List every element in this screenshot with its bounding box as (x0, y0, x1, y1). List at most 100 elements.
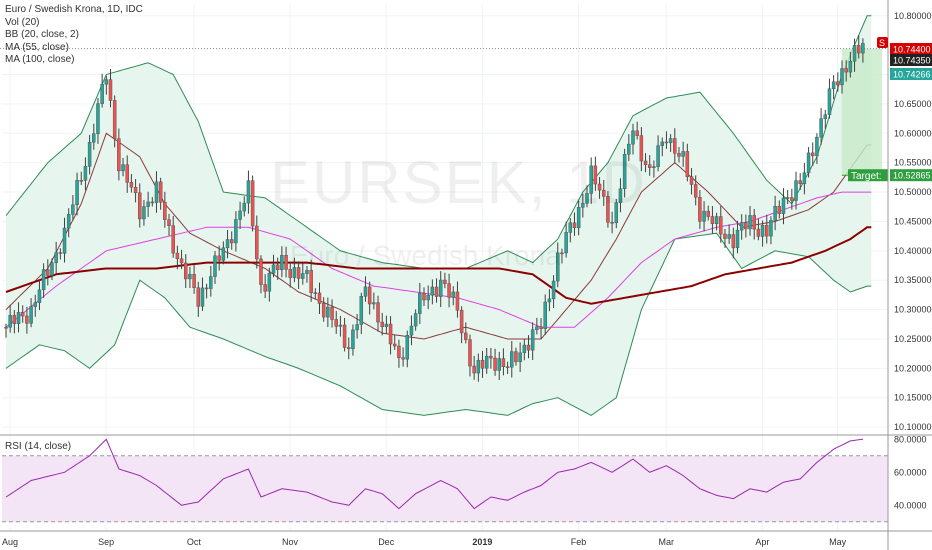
candle-body-23 (100, 83, 104, 104)
candle-body-182 (765, 225, 769, 237)
indicator-ma55[interactable]: MA (55, close) (5, 41, 69, 53)
candle-body-80 (338, 324, 343, 327)
x-tick-label-4: Dec (378, 537, 395, 547)
candle-body-153 (643, 160, 648, 166)
x-tick-label-2: Oct (187, 537, 202, 547)
candle-body-51 (217, 255, 221, 261)
indicator-vol[interactable]: Vol (20) (5, 16, 40, 28)
candle-body-1 (8, 315, 12, 328)
price-label-2: 10.74266 (893, 70, 931, 80)
candle-body-174 (731, 234, 736, 249)
candle-body-0 (4, 326, 8, 329)
candle-body-88 (372, 302, 376, 305)
candle-body-158 (664, 141, 669, 144)
candle-body-124 (522, 344, 527, 354)
candle-body-145 (610, 221, 614, 224)
candle-body-185 (777, 206, 782, 214)
y-tick-label-11: 10.20000 (894, 363, 932, 373)
candle-body-46 (196, 287, 201, 307)
candle-body-84 (355, 324, 359, 331)
candle-body-78 (330, 306, 334, 320)
candle-body-141 (593, 165, 598, 185)
chart-legend: Euro / Swedish Krona, 1D, IDC Vol (20) B… (5, 4, 143, 67)
y-tick-label-5: 10.50000 (894, 187, 932, 197)
candle-body-180 (756, 228, 761, 237)
candle-body-120 (505, 366, 510, 368)
rsi-label[interactable]: RSI (14, close) (5, 441, 72, 452)
candle-body-45 (192, 274, 196, 288)
indicator-bb[interactable]: BB (20, close, 2) (5, 29, 79, 40)
candle-body-199 (836, 81, 840, 86)
indicator-ma100[interactable]: MA (100, close) (5, 54, 75, 65)
candle-body-196 (823, 114, 828, 119)
candle-body-146 (614, 202, 619, 224)
bollinger-basis-line (5, 132, 872, 340)
candle-body-203 (852, 45, 857, 62)
rsi-band (2, 455, 888, 522)
candle-body-139 (585, 193, 589, 204)
candle-body-201 (844, 68, 848, 73)
candle-body-187 (785, 197, 790, 199)
signal-marker: S (879, 38, 885, 48)
signal-marker-box (877, 37, 888, 48)
price-label-box-1 (890, 54, 932, 66)
candle-body-38 (163, 201, 167, 220)
candle-body-34 (146, 201, 150, 207)
candle-body-7 (33, 302, 38, 307)
candle-body-179 (752, 215, 756, 230)
candle-body-149 (627, 143, 631, 155)
candle-body-128 (539, 326, 543, 329)
candle-body-53 (225, 239, 230, 249)
candle-body-104 (438, 279, 443, 297)
candle-body-127 (535, 326, 539, 330)
candle-body-20 (87, 141, 92, 167)
x-tick-label-1: Sep (98, 537, 114, 547)
candle-body-13 (58, 252, 63, 254)
candle-body-81 (342, 324, 347, 348)
y-tick-label-2: 10.65000 (894, 99, 932, 109)
x-tick-label-6: Feb (571, 537, 587, 547)
rsi-tick-label-1: 60.0000 (894, 467, 927, 477)
candle-body-184 (773, 206, 777, 221)
candle-body-10 (46, 269, 50, 276)
candle-body-21 (92, 133, 96, 143)
candle-body-188 (790, 197, 794, 201)
candle-body-85 (359, 296, 364, 325)
candle-body-33 (142, 206, 146, 220)
candle-body-22 (96, 103, 100, 134)
x-tick-label-8: Apr (755, 537, 769, 547)
candle-body-44 (188, 274, 192, 280)
candle-body-74 (313, 292, 318, 294)
y-tick-label-0: 10.80000 (894, 11, 932, 21)
candle-body-58 (246, 180, 251, 204)
candle-body-138 (581, 203, 585, 208)
candle-body-159 (668, 138, 673, 144)
candle-body-77 (326, 306, 330, 318)
candle-body-11 (50, 262, 54, 276)
price-label-box-2 (890, 68, 932, 80)
candle-body-165 (693, 184, 698, 198)
chart-title[interactable]: Euro / Swedish Krona, 1D, IDC (5, 4, 143, 15)
candle-body-173 (727, 234, 731, 239)
candle-body-73 (309, 270, 313, 293)
candle-body-90 (380, 321, 384, 327)
rsi-tick-label-0: 80.0000 (894, 434, 927, 444)
ma55-line (5, 191, 872, 328)
candle-body-113 (476, 359, 481, 374)
candle-body-197 (827, 88, 832, 115)
candle-body-99 (418, 293, 422, 314)
candle-body-93 (392, 343, 397, 347)
candle-body-204 (856, 45, 861, 54)
candle-body-186 (781, 197, 786, 214)
candle-body-205 (861, 43, 865, 54)
candle-body-5 (25, 315, 29, 324)
candle-body-29 (125, 164, 129, 183)
candle-body-106 (447, 283, 451, 298)
candle-body-190 (798, 180, 802, 185)
name-watermark: Euro / Swedish Krona (290, 240, 561, 271)
candle-body-103 (434, 286, 439, 297)
rsi-legend: RSI (14, close) (5, 441, 71, 454)
